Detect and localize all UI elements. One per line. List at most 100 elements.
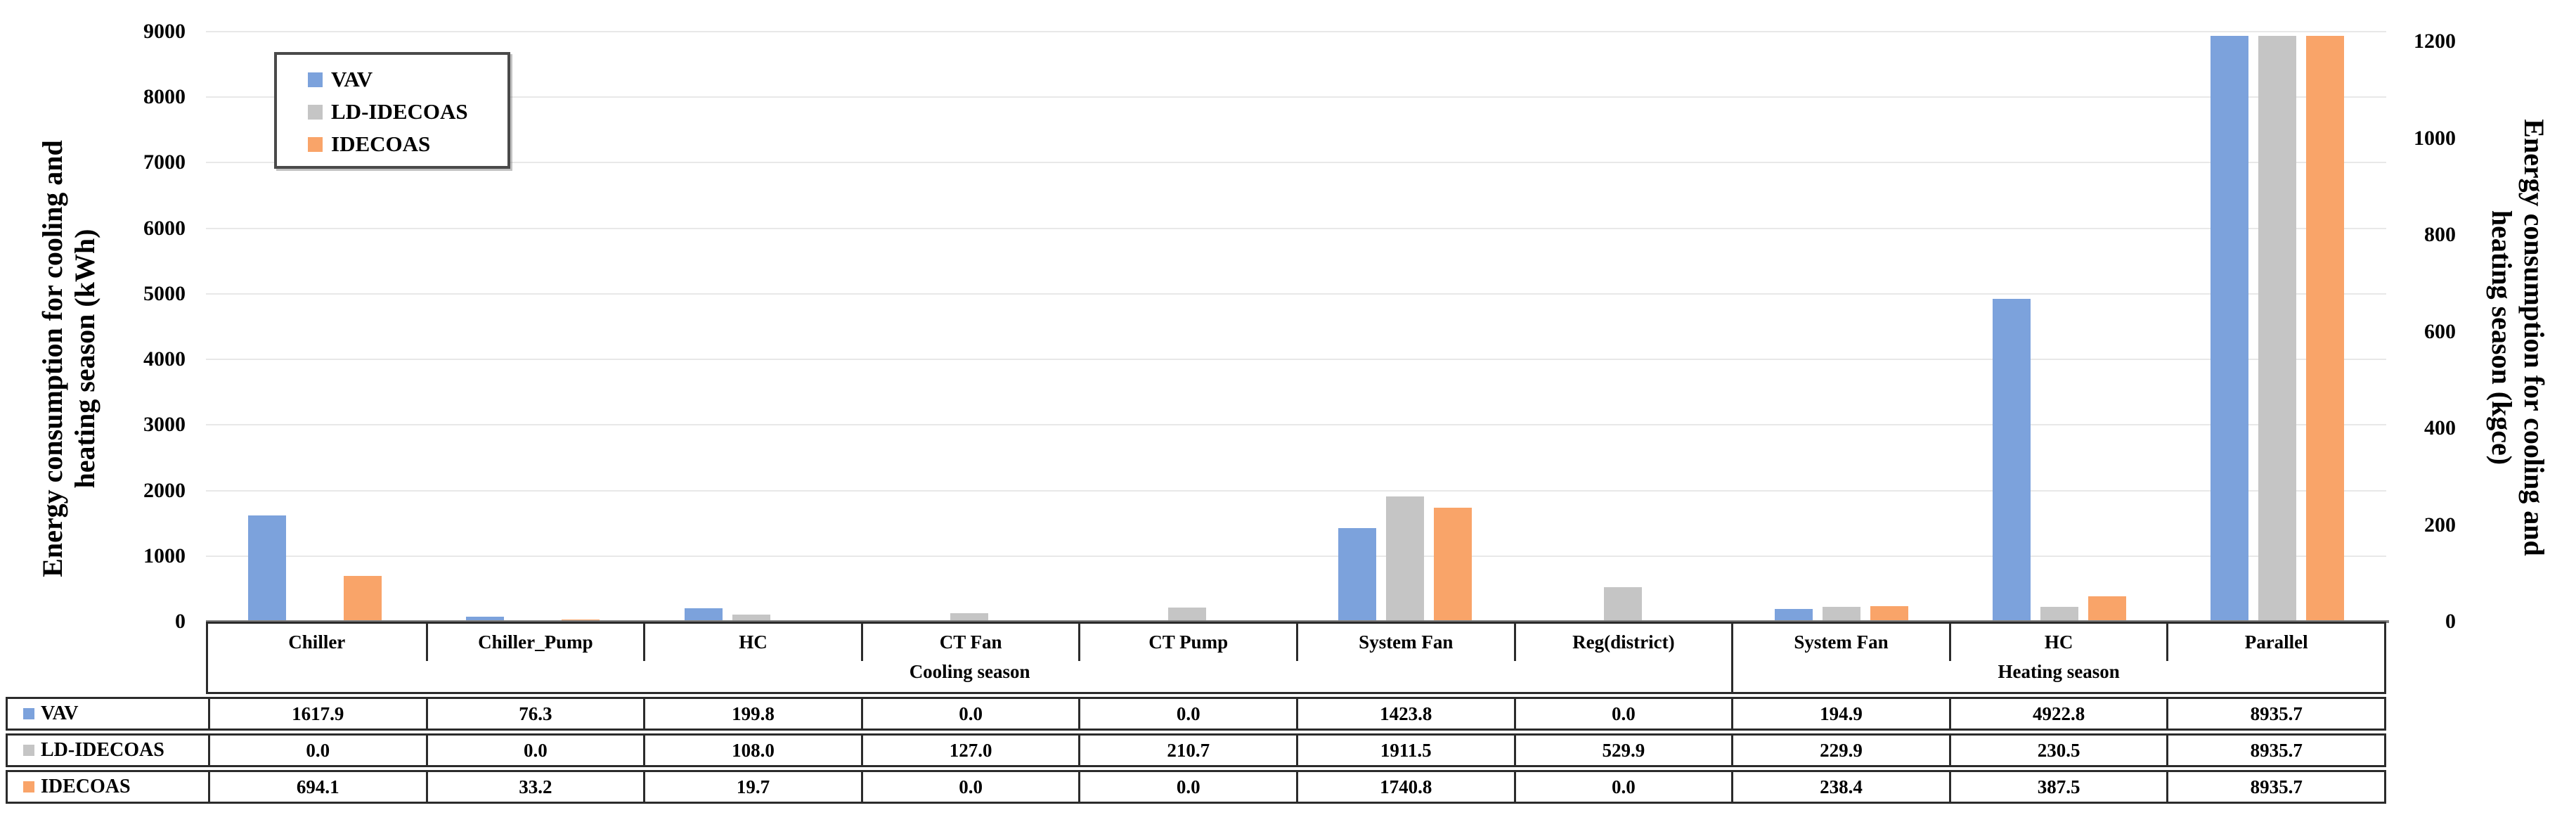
cell-VAV-CT Fan: 0.0 — [860, 699, 1079, 729]
cell-LD-IDECOAS-CT Fan: 127.0 — [860, 736, 1079, 765]
column-header-CT Fan: CT Fan — [860, 624, 1079, 661]
cell-LD-IDECOAS-Chiller_Pump: 0.0 — [425, 736, 644, 765]
gridline-1000 — [206, 555, 2386, 557]
bar-LD-IDECOAS-System Fan — [1823, 607, 1860, 622]
row-label-IDECOAS: IDECOAS — [8, 772, 208, 802]
bar-VAV-Chiller_Pump — [466, 617, 504, 622]
right-tick-1200: 1200 — [2414, 30, 2456, 53]
row-swatch-IDECOAS — [23, 781, 34, 792]
cell-VAV-System Fan: 1423.8 — [1296, 699, 1514, 729]
table-row-IDECOAS: IDECOAS 694.1 33.2 19.7 0.0 0.0 1740.8 0.0 238.4… — [6, 770, 2386, 804]
cell-VAV-HC: 4922.8 — [1948, 699, 2167, 729]
bar-IDECOAS-Chiller — [344, 576, 382, 622]
legend-swatch-VAV — [308, 72, 323, 87]
column-header-Reg(district): Reg(district) — [1513, 624, 1732, 661]
legend-label-IDECOAS: IDECOAS — [331, 131, 431, 156]
left-axis-title: Energy consumption for cooling and heati… — [37, 140, 101, 577]
gridline-4000 — [206, 359, 2386, 361]
row-label-text-LD-IDECOAS: LD-IDECOAS — [41, 739, 164, 761]
column-header-System Fan: System Fan — [1731, 624, 1949, 661]
right-tick-400: 400 — [2424, 416, 2456, 439]
legend-label-VAV: VAV — [331, 67, 373, 91]
category-header-row: Chiller Chiller_Pump HC CT Fan CT Pump System… — [208, 624, 2384, 661]
column-header-Chiller: Chiller — [288, 631, 346, 653]
row-label-text-VAV: VAV — [41, 702, 79, 724]
cell-VAV-System Fan: 194.9 — [1731, 699, 1949, 729]
cell-IDECOAS-Reg(district): 0.0 — [1513, 772, 1732, 802]
right-tick-0: 0 — [2445, 610, 2456, 633]
bar-IDECOAS-HC — [2088, 596, 2126, 622]
bar-LD-IDECOAS-Reg(district) — [1604, 587, 1642, 622]
left-tick-9000: 9000 — [143, 20, 186, 43]
legend: VAV LD-IDECOAS IDECOAS — [274, 52, 510, 169]
cell-VAV-Reg(district): 0.0 — [1513, 699, 1732, 729]
cell-IDECOAS-HC: 19.7 — [643, 772, 861, 802]
table-row-LD-IDECOAS: LD-IDECOAS 0.0 0.0 108.0 127.0 210.7 1911.5 529… — [6, 733, 2386, 767]
gridline-7000 — [206, 162, 2386, 164]
bar-LD-IDECOAS-CT Fan — [950, 613, 988, 622]
row-label-VAV: VAV — [8, 699, 208, 729]
right-axis-title: Energy consumption for cooling and heati… — [2485, 119, 2550, 556]
cell-IDECOAS-System Fan: 1740.8 — [1296, 772, 1514, 802]
cell-IDECOAS-Chiller_Pump: 33.2 — [425, 772, 644, 802]
bar-LD-IDECOAS-Parallel — [2258, 36, 2296, 622]
gridline-9000 — [206, 31, 2386, 32]
cell-VAV-Chiller_Pump: 76.3 — [425, 699, 644, 729]
bar-LD-IDECOAS-HC — [732, 615, 770, 622]
left-axis-title-line1: Energy consumption for cooling and — [37, 140, 68, 577]
cell-IDECOAS-Parallel: 8935.7 — [2166, 772, 2384, 802]
cell-VAV-Parallel: 8935.7 — [2166, 699, 2384, 729]
column-header-HC: HC — [1948, 624, 2167, 661]
gridline-3000 — [206, 424, 2386, 426]
season-header-Cooling season: Cooling season — [909, 661, 1030, 682]
cell-LD-IDECOAS-HC: 108.0 — [643, 736, 861, 765]
column-header-HC: HC — [643, 624, 861, 661]
left-tick-3000: 3000 — [143, 413, 186, 437]
cell-LD-IDECOAS-Chiller: 0.0 — [208, 736, 426, 765]
bar-IDECOAS-System Fan — [1434, 508, 1472, 622]
legend-item-IDECOAS: IDECOAS — [308, 128, 507, 160]
bar-VAV-Parallel — [2211, 36, 2248, 622]
bar-VAV-HC — [685, 608, 723, 622]
cell-LD-IDECOAS-System Fan: 229.9 — [1731, 736, 1949, 765]
left-tick-7000: 7000 — [143, 150, 186, 174]
legend-swatch-IDECOAS — [308, 136, 323, 152]
row-swatch-VAV — [23, 708, 34, 719]
cell-LD-IDECOAS-CT Pump: 210.7 — [1078, 736, 1296, 765]
left-tick-2000: 2000 — [143, 478, 186, 502]
column-header-System Fan: System Fan — [1296, 624, 1514, 661]
left-tick-4000: 4000 — [143, 347, 186, 371]
left-tick-6000: 6000 — [143, 216, 186, 240]
table-row-VAV: VAV 1617.9 76.3 199.8 0.0 0.0 1423.8 0.0 194.9 49… — [6, 697, 2386, 731]
cell-IDECOAS-System Fan: 238.4 — [1731, 772, 1949, 802]
right-tick-1000: 1000 — [2414, 126, 2456, 150]
column-header-Chiller_Pump: Chiller_Pump — [425, 624, 644, 661]
cell-IDECOAS-CT Pump: 0.0 — [1078, 772, 1296, 802]
season-header-Heating season: Heating season — [1731, 661, 2384, 692]
table-body: VAV 1617.9 76.3 199.8 0.0 0.0 1423.8 0.0 194.9 49… — [6, 697, 2386, 804]
column-header-Parallel: Parallel — [2166, 624, 2384, 661]
gridline-2000 — [206, 489, 2386, 492]
row-label-text-IDECOAS: IDECOAS — [41, 776, 131, 797]
bar-LD-IDECOAS-HC — [2040, 607, 2078, 622]
right-axis-title-line1: Energy consumption for cooling and — [2518, 119, 2550, 556]
legend-label-LD-IDECOAS: LD-IDECOAS — [331, 99, 468, 124]
right-axis-title-line2: heating season (kgce) — [2486, 210, 2518, 466]
right-tick-200: 200 — [2424, 513, 2456, 537]
cell-IDECOAS-HC: 387.5 — [1948, 772, 2167, 802]
left-tick-1000: 1000 — [143, 544, 186, 567]
bar-LD-IDECOAS-CT Pump — [1168, 608, 1206, 622]
cell-VAV-CT Pump: 0.0 — [1078, 699, 1296, 729]
gridline-8000 — [206, 96, 2386, 98]
row-swatch-LD-IDECOAS — [23, 745, 34, 756]
table-header: Chiller Chiller_Pump HC CT Fan CT Pump System… — [206, 622, 2386, 694]
cell-VAV-HC: 199.8 — [643, 699, 861, 729]
legend-item-VAV: VAV — [308, 63, 507, 96]
legend-item-LD-IDECOAS: LD-IDECOAS — [308, 96, 507, 128]
cell-IDECOAS-Chiller: 694.1 — [208, 772, 426, 802]
gridline-6000 — [206, 227, 2386, 229]
cell-VAV-Chiller: 1617.9 — [208, 699, 426, 729]
legend-swatch-LD-IDECOAS — [308, 104, 323, 120]
cell-IDECOAS-CT Fan: 0.0 — [860, 772, 1079, 802]
